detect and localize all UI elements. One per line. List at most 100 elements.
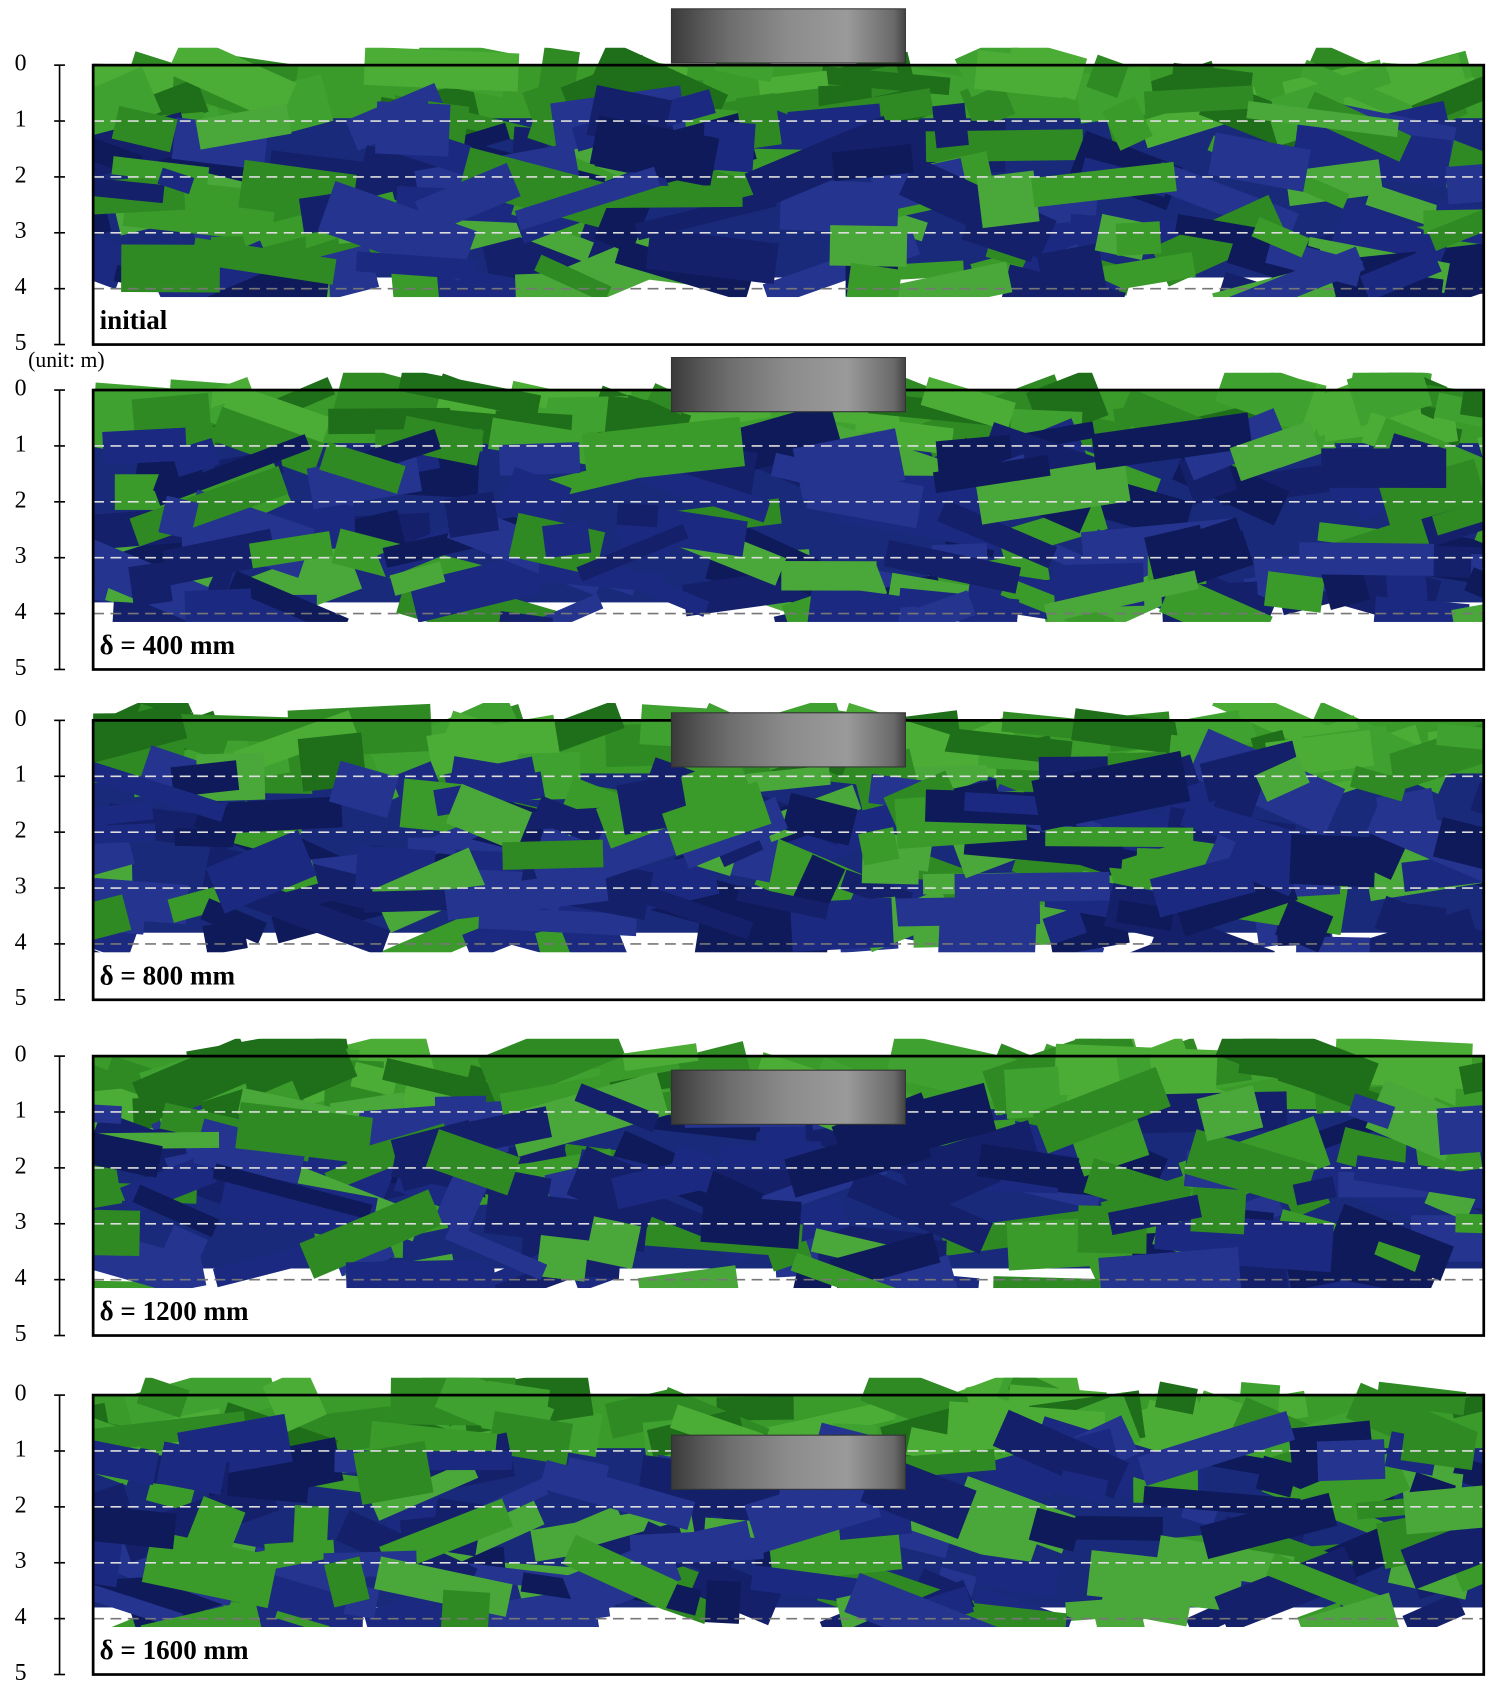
particle bbox=[974, 1554, 1059, 1598]
particle bbox=[1400, 1514, 1484, 1590]
tick-label: 5 bbox=[15, 655, 27, 681]
particle bbox=[576, 523, 689, 582]
tick-label: 3 bbox=[15, 1209, 27, 1235]
particle bbox=[1270, 62, 1392, 120]
footing bbox=[670, 1434, 906, 1490]
particle bbox=[280, 1038, 358, 1101]
particle bbox=[574, 1083, 660, 1133]
particle bbox=[539, 1459, 696, 1530]
particle bbox=[1057, 1470, 1109, 1504]
particle bbox=[248, 531, 334, 569]
particle bbox=[655, 1520, 753, 1566]
particle bbox=[1402, 1592, 1466, 1638]
particle bbox=[1449, 1381, 1484, 1419]
particle bbox=[770, 452, 853, 494]
particle bbox=[536, 1235, 590, 1282]
particle bbox=[212, 1242, 321, 1288]
particle bbox=[1432, 817, 1484, 889]
particle bbox=[444, 491, 500, 538]
tick-label: 0 bbox=[15, 1381, 27, 1407]
particle bbox=[1426, 135, 1484, 225]
tick-label: 0 bbox=[15, 51, 27, 77]
particle bbox=[93, 823, 156, 847]
particle bbox=[433, 1170, 489, 1234]
particle bbox=[353, 1440, 434, 1505]
particle bbox=[170, 760, 240, 798]
panel: 0 1 2 3 4 5 initial (unit: m) bbox=[15, 8, 1486, 372]
particle bbox=[46, 1546, 88, 1581]
particle bbox=[1196, 1085, 1264, 1142]
panel: 0 1 2 3 4 5 δ = 800 mm bbox=[15, 703, 1486, 1011]
particle bbox=[1045, 826, 1194, 848]
panel-frame bbox=[91, 1393, 1486, 1676]
particle bbox=[1403, 1485, 1484, 1535]
void bbox=[93, 1627, 1484, 1675]
particle bbox=[398, 372, 542, 418]
particle bbox=[156, 1441, 229, 1496]
particle bbox=[166, 47, 297, 124]
particle bbox=[389, 561, 446, 596]
panel-frame bbox=[91, 63, 1486, 346]
particle bbox=[195, 103, 292, 150]
particle bbox=[498, 442, 581, 476]
particle bbox=[502, 839, 604, 870]
particle bbox=[1346, 372, 1433, 427]
particle bbox=[1142, 1485, 1301, 1518]
particle bbox=[1451, 1540, 1484, 1593]
particle bbox=[93, 827, 136, 891]
particle bbox=[1224, 824, 1308, 897]
tick-label: 1 bbox=[15, 762, 27, 788]
particle bbox=[1431, 481, 1484, 536]
panel: 0 1 2 3 4 5 δ = 400 mm bbox=[15, 357, 1486, 681]
particle bbox=[537, 563, 666, 593]
particle bbox=[1359, 246, 1442, 301]
particle bbox=[584, 1216, 642, 1270]
particle bbox=[425, 1129, 521, 1196]
particle bbox=[1003, 1066, 1062, 1119]
particle bbox=[128, 561, 173, 607]
tick-label: 3 bbox=[15, 873, 27, 899]
particle bbox=[1263, 571, 1325, 613]
tick-label: 4 bbox=[15, 1265, 27, 1291]
particle bbox=[1436, 723, 1484, 758]
tick-label: 4 bbox=[15, 929, 27, 955]
particle bbox=[1138, 1399, 1194, 1455]
panel-label: δ = 400 mm bbox=[100, 630, 236, 660]
particle bbox=[1036, 243, 1107, 303]
particle bbox=[779, 178, 900, 235]
particle bbox=[645, 228, 779, 285]
panel-frame bbox=[91, 1054, 1486, 1337]
particle bbox=[1316, 1439, 1386, 1482]
particle bbox=[1042, 906, 1087, 945]
particle bbox=[93, 1501, 177, 1550]
panel: 0 1 2 3 4 5 δ = 1200 mm bbox=[15, 1038, 1486, 1347]
particle bbox=[136, 1377, 190, 1418]
particle bbox=[440, 1589, 491, 1634]
tick-label: 2 bbox=[15, 162, 27, 188]
particles bbox=[93, 372, 1484, 670]
particle bbox=[937, 500, 1058, 569]
particle bbox=[93, 757, 227, 822]
tick-label: 3 bbox=[15, 218, 27, 244]
particle bbox=[237, 877, 391, 957]
panel: 0 1 2 3 4 5 δ = 1600 mm bbox=[15, 1377, 1500, 1686]
particle bbox=[1490, 1380, 1500, 1423]
tick-label: 1 bbox=[15, 1436, 27, 1462]
particle bbox=[374, 101, 451, 157]
panel-label: δ = 800 mm bbox=[100, 960, 236, 990]
particle bbox=[1229, 420, 1321, 482]
particle bbox=[345, 1259, 485, 1295]
particle bbox=[1251, 217, 1310, 258]
particle bbox=[534, 254, 612, 303]
particle bbox=[858, 827, 900, 866]
particle bbox=[158, 495, 199, 540]
tick-label: 5 bbox=[15, 330, 27, 356]
tick-label: 4 bbox=[15, 1604, 27, 1630]
particle bbox=[93, 1572, 184, 1630]
particle bbox=[1292, 1176, 1337, 1206]
panel-label: δ = 1200 mm bbox=[100, 1296, 249, 1326]
particle bbox=[1353, 1155, 1483, 1200]
particle bbox=[1347, 1093, 1396, 1129]
particle bbox=[1107, 1194, 1202, 1236]
particle bbox=[299, 1189, 443, 1279]
